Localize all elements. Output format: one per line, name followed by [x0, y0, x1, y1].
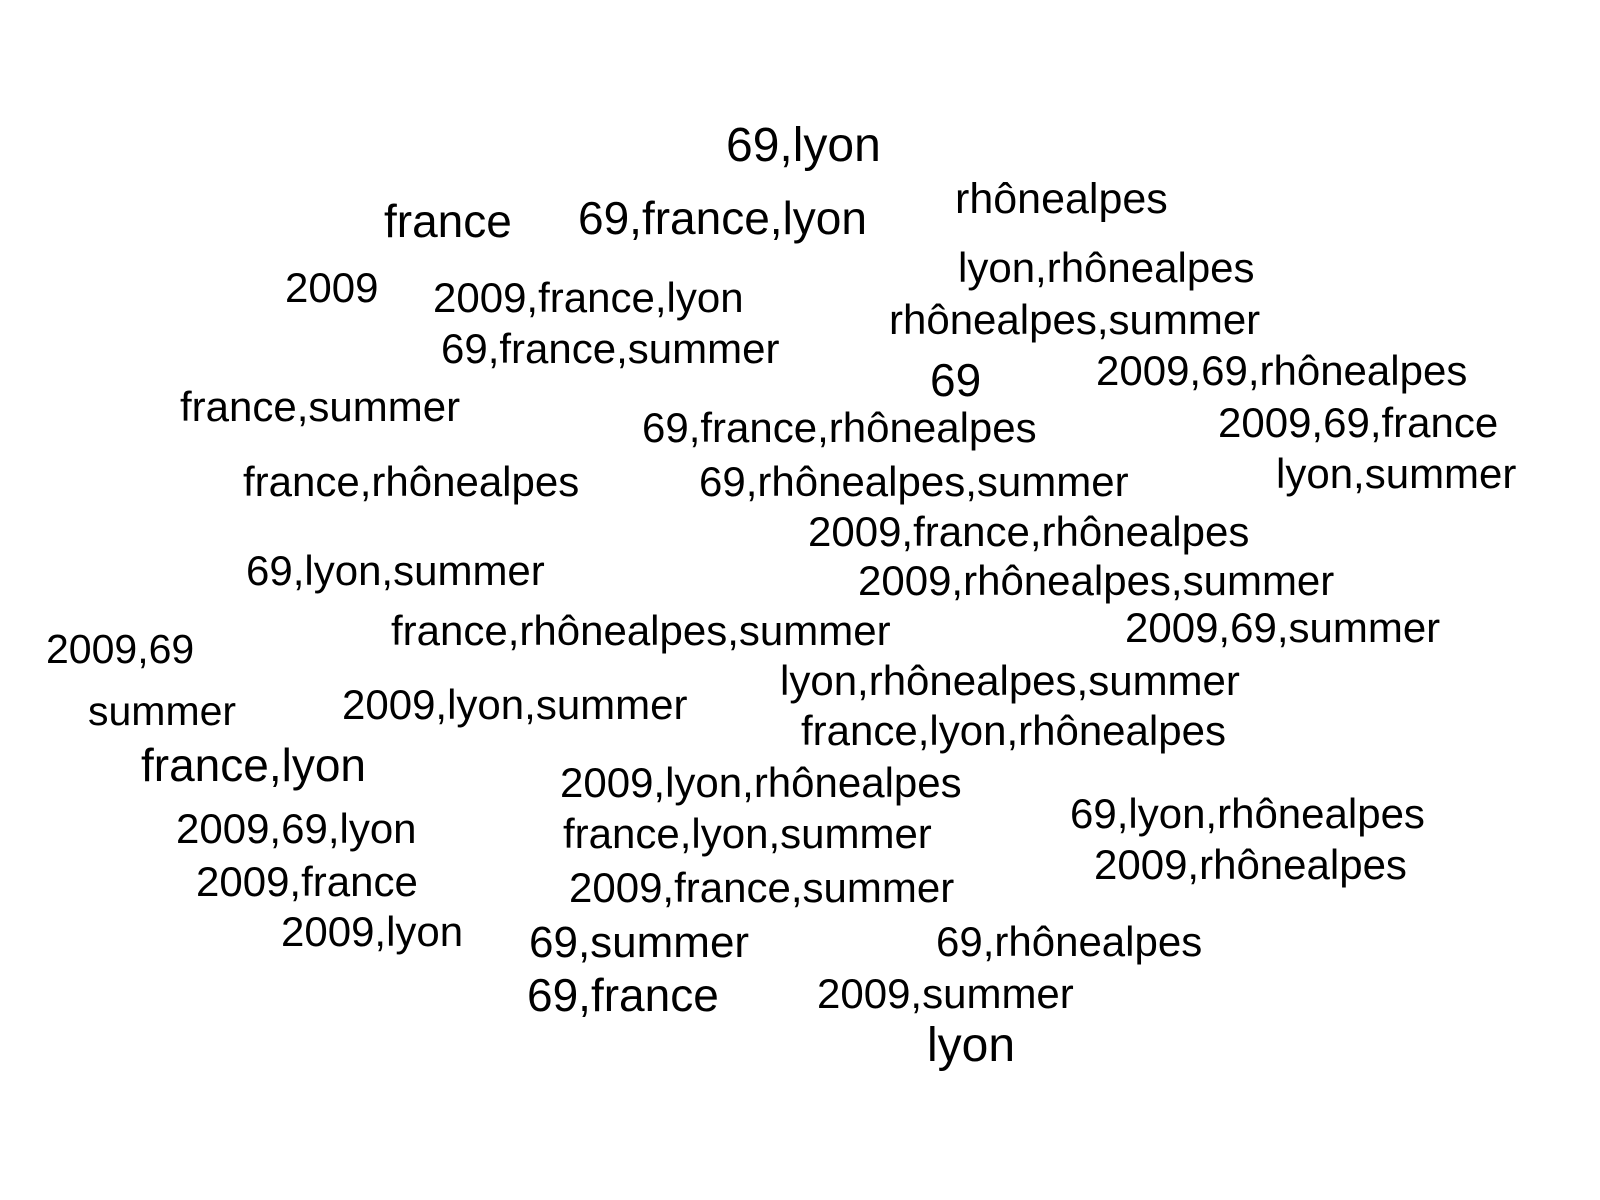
tag-cloud-word: france,lyon,rhônealpes	[801, 707, 1226, 754]
tag-cloud-word: 69,france,rhônealpes	[642, 404, 1037, 451]
tag-cloud-word: 69,france,summer	[441, 325, 780, 372]
tag-cloud-word: 69,rhônealpes	[936, 918, 1203, 965]
tag-cloud-word: rhônealpes,summer	[889, 296, 1261, 343]
tag-cloud-word: 2009,lyon	[281, 908, 464, 955]
tag-cloud-word: 2009,69,lyon	[176, 805, 417, 852]
tag-cloud-word: 2009,rhônealpes	[1094, 841, 1407, 888]
tag-cloud-word: 2009	[285, 264, 379, 311]
tag-cloud-word: 69,lyon,rhônealpes	[1070, 790, 1425, 837]
tag-cloud-word: france,lyon	[141, 739, 367, 791]
tag-cloud-word: france,rhônealpes	[243, 458, 580, 505]
tag-cloud-word: france	[384, 195, 512, 247]
tag-cloud-word: lyon	[927, 1019, 1016, 1072]
tag-cloud-word: 69	[930, 354, 982, 406]
tag-cloud-word: 2009,summer	[817, 970, 1074, 1017]
tag-cloud-word: france,rhônealpes,summer	[391, 607, 891, 654]
tag-cloud-word: 2009,69,rhônealpes	[1096, 347, 1468, 394]
tag-cloud-word: 2009,lyon,rhônealpes	[560, 759, 962, 806]
tag-cloud-word: 2009,france	[196, 858, 418, 905]
tag-cloud-word: summer	[88, 688, 237, 734]
tag-cloud-word: 69,lyon,summer	[246, 547, 545, 594]
tag-cloud-word: lyon,rhônealpes	[958, 244, 1255, 291]
tag-cloud-word: 69,france	[527, 969, 719, 1021]
tag-cloud-word: lyon,rhônealpes,summer	[780, 657, 1240, 704]
tag-cloud-word: lyon,summer	[1276, 450, 1517, 497]
tag-cloud-word: rhônealpes	[955, 175, 1168, 223]
tag-cloud-word: france,lyon,summer	[563, 810, 932, 857]
tag-cloud-word: 2009,france,lyon	[433, 274, 744, 321]
tag-cloud-word: 2009,lyon,summer	[342, 681, 688, 728]
tag-cloud-word: 69,lyon	[726, 119, 881, 172]
tag-cloud-word: 69,france,lyon	[578, 192, 867, 244]
tag-cloud-word: france,summer	[180, 383, 461, 430]
tag-cloud-word: 2009,69,france	[1218, 399, 1499, 446]
tag-cloud-word: 2009,france,summer	[569, 864, 955, 911]
tag-cloud-word: 69,summer	[529, 918, 750, 967]
tag-cloud-word: 2009,france,rhônealpes	[808, 508, 1250, 555]
tag-cloud-word: 2009,69	[46, 626, 195, 672]
tag-cloud-word: 69,rhônealpes,summer	[699, 458, 1129, 505]
tag-cloud-word: 2009,rhônealpes,summer	[858, 557, 1335, 604]
tag-cloud-word: 2009,69,summer	[1125, 604, 1441, 651]
